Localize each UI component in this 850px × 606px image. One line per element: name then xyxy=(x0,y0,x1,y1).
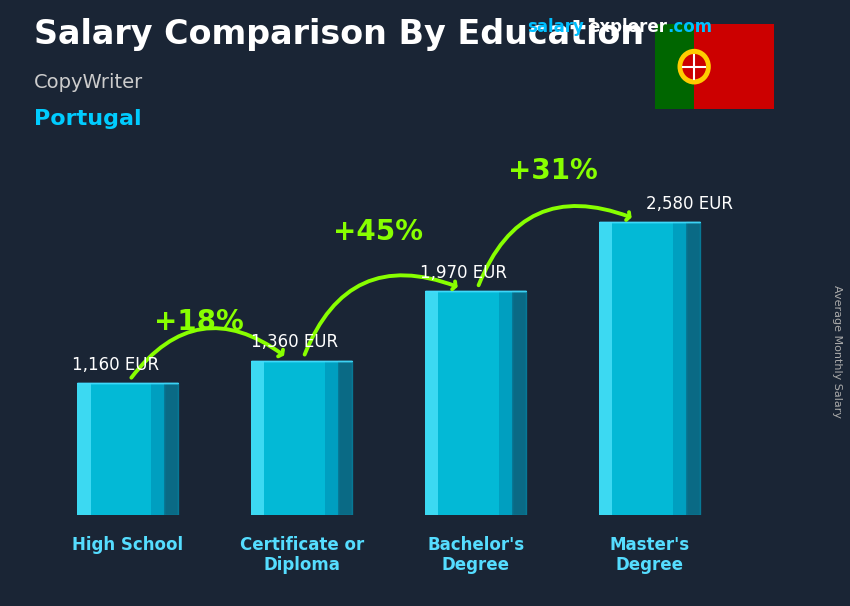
Text: Portugal: Portugal xyxy=(34,109,142,129)
Bar xyxy=(654,24,694,109)
Text: +45%: +45% xyxy=(333,218,423,246)
FancyBboxPatch shape xyxy=(499,291,513,515)
Text: 1,970 EUR: 1,970 EUR xyxy=(420,264,507,282)
Text: 1,360 EUR: 1,360 EUR xyxy=(252,333,338,351)
Text: +18%: +18% xyxy=(155,308,244,336)
Bar xyxy=(694,24,774,109)
Text: Certificate or
Diploma: Certificate or Diploma xyxy=(240,536,364,574)
Polygon shape xyxy=(686,222,700,515)
Text: Average Monthly Salary: Average Monthly Salary xyxy=(832,285,842,418)
FancyBboxPatch shape xyxy=(599,222,612,515)
FancyBboxPatch shape xyxy=(425,291,439,515)
FancyBboxPatch shape xyxy=(151,384,164,515)
Text: explorer: explorer xyxy=(588,18,667,36)
Text: CopyWriter: CopyWriter xyxy=(34,73,144,92)
FancyBboxPatch shape xyxy=(77,384,164,515)
FancyBboxPatch shape xyxy=(673,222,686,515)
FancyBboxPatch shape xyxy=(425,291,513,515)
Text: salary: salary xyxy=(527,18,584,36)
Circle shape xyxy=(677,49,711,84)
Polygon shape xyxy=(164,384,178,515)
Circle shape xyxy=(683,54,706,79)
Text: 2,580 EUR: 2,580 EUR xyxy=(646,195,734,213)
Polygon shape xyxy=(338,361,353,515)
FancyBboxPatch shape xyxy=(252,361,264,515)
FancyBboxPatch shape xyxy=(599,222,686,515)
Text: 1,160 EUR: 1,160 EUR xyxy=(72,356,160,374)
FancyBboxPatch shape xyxy=(326,361,338,515)
Polygon shape xyxy=(513,291,526,515)
Text: Salary Comparison By Education: Salary Comparison By Education xyxy=(34,18,644,51)
Text: Master's
Degree: Master's Degree xyxy=(609,536,690,574)
FancyBboxPatch shape xyxy=(77,384,91,515)
Text: .com: .com xyxy=(667,18,712,36)
FancyBboxPatch shape xyxy=(252,361,338,515)
Text: Bachelor's
Degree: Bachelor's Degree xyxy=(428,536,524,574)
Text: +31%: +31% xyxy=(507,157,598,185)
Text: High School: High School xyxy=(72,536,184,553)
